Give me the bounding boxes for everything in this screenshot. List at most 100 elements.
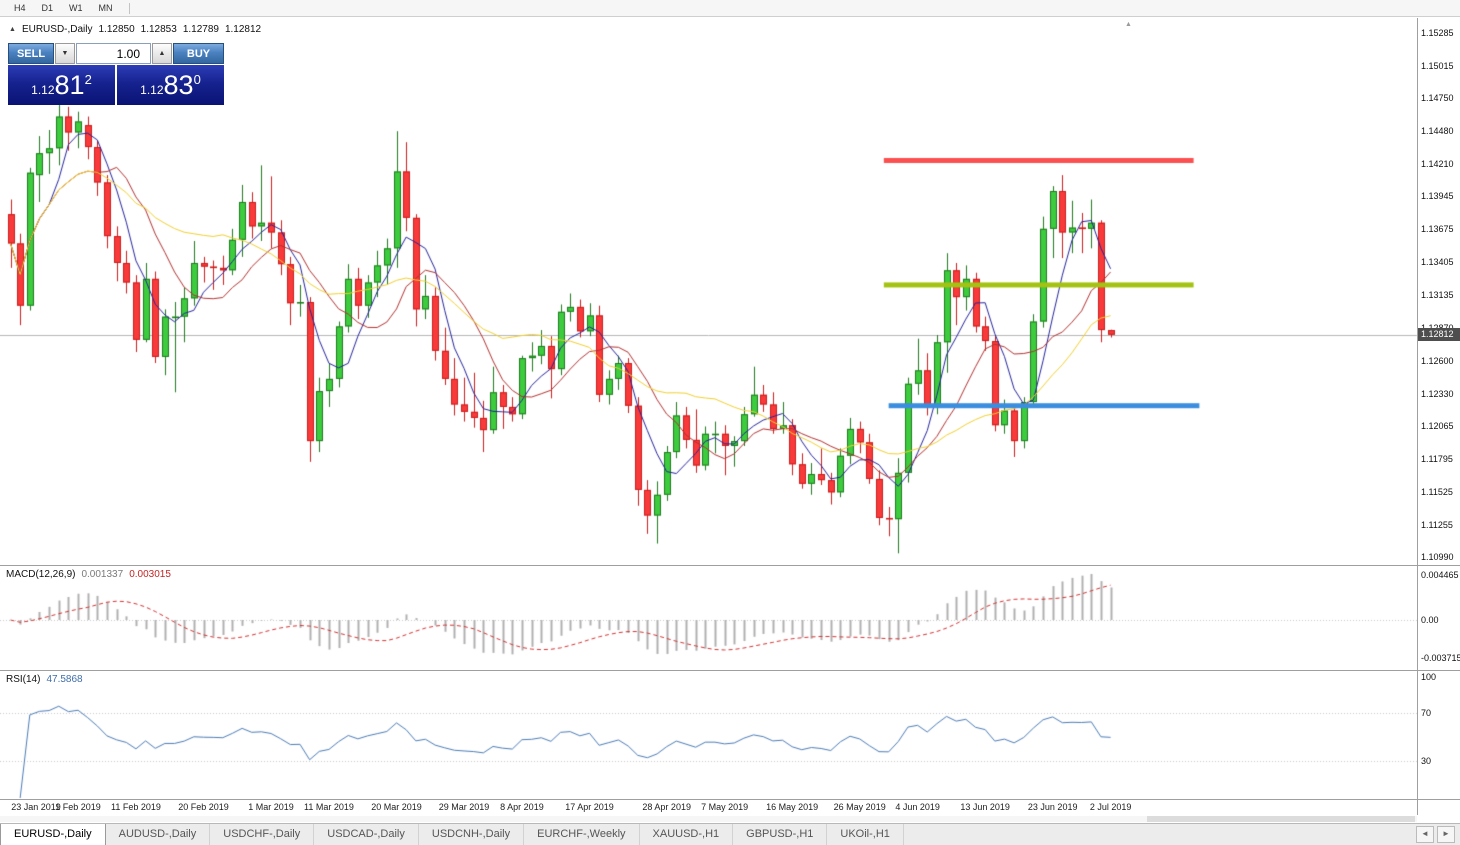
price-axis-label: 1.11795 (1421, 453, 1453, 464)
symbol-label: EURUSD-,Daily (21, 24, 93, 35)
bottom-tab[interactable]: XAUUSD-,H1 (640, 824, 734, 845)
price-axis-border (1417, 18, 1418, 815)
price-axis-label: 1.14480 (1421, 126, 1454, 137)
date-tick-label: 8 Apr 2019 (500, 802, 544, 812)
tab-scroll-right-button[interactable]: ► (1437, 826, 1455, 843)
bottom-tab[interactable]: EURUSD-,Daily (0, 824, 106, 845)
timeframe-toolbar: H4 D1 W1 MN (0, 0, 1460, 17)
toolbar-separator (128, 2, 130, 14)
price-axis-label: 1.13675 (1421, 224, 1454, 235)
price-axis-label: 1.13135 (1421, 290, 1454, 301)
ohlc-close: 1.12812 (224, 24, 262, 35)
chart-tabs: EURUSD-,Daily AUDUSD-,Daily USDCHF-,Daily U… (0, 824, 904, 845)
sell-button[interactable]: SELL (8, 43, 54, 64)
rsi-pane-label: RSI(14) 47.5868 (6, 674, 83, 685)
chart-tabs-bar: EURUSD-,Daily AUDUSD-,Daily USDCHF-,Daily U… (0, 823, 1460, 845)
sell-price-point: 2 (84, 71, 92, 87)
volume-input[interactable] (76, 43, 151, 64)
bottom-tab[interactable]: EURCHF-,Weekly (524, 824, 640, 845)
timeframe-button-w1[interactable]: W1 (69, 3, 83, 13)
one-click-trading-widget: SELL ▼ ▲ BUY 1.12 81 2 1.12 83 0 (8, 43, 224, 105)
horizontal-scrollbar-thumb[interactable] (1147, 816, 1415, 822)
macd-axis-label: 0.00 (1421, 615, 1439, 625)
price-axis-label: 1.14210 (1421, 159, 1454, 170)
rsi-axis-label: 30 (1421, 756, 1432, 766)
date-tick-label: 20 Feb 2019 (178, 802, 229, 812)
rsi-axis-label: 100 (1421, 672, 1437, 682)
price-axis-label: 1.13945 (1421, 191, 1454, 202)
date-tick-label: 13 Jun 2019 (960, 802, 1010, 812)
price-axis-label: 1.10990 (1421, 552, 1454, 562)
date-tick-label: 11 Mar 2019 (304, 802, 354, 812)
price-axis[interactable]: 1.15285 1.15015 1.14750 1.14480 1.14210 1.139… (1418, 18, 1460, 799)
macd-value-main: 0.001337 (81, 569, 124, 580)
price-axis-label: 1.14750 (1421, 93, 1454, 104)
chart-header: ▲ EURUSD-,Daily 1.12850 1.12853 1.12789 … (9, 24, 261, 35)
volume-increment-button[interactable]: ▲ (152, 43, 172, 64)
date-axis[interactable]: 23 Jan 2019 1 Feb 2019 11 Feb 2019 20 Feb 2… (0, 800, 1417, 815)
bottom-tab[interactable]: AUDUSD-,Daily (106, 824, 211, 845)
date-tick-label: 11 Feb 2019 (111, 802, 161, 812)
price-axis-label: 1.12600 (1421, 355, 1454, 366)
price-axis-label: 1.15015 (1421, 60, 1454, 71)
bid-price-tag: 1.12812 (1418, 327, 1460, 341)
date-tick-label: 23 Jan 2019 (11, 802, 61, 812)
date-tick-label: 28 Apr 2019 (642, 802, 691, 812)
date-tick-label: 29 Mar 2019 (438, 802, 490, 812)
chart-shift-marker-icon: ▲ (1125, 21, 1132, 28)
bottom-tab[interactable]: USDCAD-,Daily (314, 824, 419, 845)
price-axis-label: 1.11525 (1421, 486, 1453, 497)
pane-separator-rsi[interactable] (0, 670, 1460, 671)
bottom-tab[interactable]: USDCHF-,Daily (210, 824, 315, 845)
sell-price-prefix: 1.12 (31, 82, 55, 97)
timeframe-button-mn[interactable]: MN (98, 3, 113, 13)
buy-price-pips: 83 (163, 69, 194, 100)
date-axis-border (0, 799, 1460, 800)
date-tick-label: 26 May 2019 (833, 802, 886, 812)
macd-axis-label: -0.003715 (1421, 653, 1460, 663)
date-tick-label: 4 Jun 2019 (895, 802, 940, 812)
date-tick-label: 20 Mar 2019 (371, 802, 422, 812)
pane-separator-macd[interactable] (0, 565, 1460, 566)
sell-price-display: 1.12 81 2 (8, 65, 115, 105)
rsi-axis-label: 70 (1421, 708, 1432, 718)
tab-scroll-left-button[interactable]: ◄ (1416, 826, 1434, 843)
date-tick-label: 2 Jul 2019 (1089, 802, 1132, 812)
macd-axis-label: 0.004465 (1421, 570, 1459, 580)
date-tick-label: 1 Feb 2019 (55, 802, 101, 812)
timeframe-button-h4[interactable]: H4 (14, 3, 26, 13)
bottom-tab[interactable]: GBPUSD-,H1 (733, 824, 828, 845)
ohlc-high: 1.12853 (140, 24, 177, 35)
bottom-tab[interactable]: UKOil-,H1 (827, 824, 904, 845)
sell-price-pips: 81 (54, 69, 85, 100)
date-tick-label: 16 May 2019 (766, 802, 819, 812)
date-tick-label: 23 Jun 2019 (1027, 802, 1078, 812)
horizontal-scrollbar[interactable] (0, 816, 1417, 822)
buy-price-display: 1.12 83 0 (117, 65, 224, 105)
price-axis-label: 1.11255 (1421, 519, 1453, 530)
buy-button[interactable]: BUY (173, 43, 224, 64)
date-tick-label: 17 Apr 2019 (565, 802, 614, 812)
date-tick-label: 7 May 2019 (701, 802, 749, 812)
price-axis-label: 1.12870 (1421, 323, 1454, 333)
rsi-name: RSI(14) (6, 674, 41, 685)
price-axis-label: 1.13405 (1421, 257, 1454, 268)
ohlc-low: 1.12789 (182, 24, 219, 35)
rsi-value: 47.5868 (46, 674, 83, 685)
price-axis-label: 1.12065 (1421, 420, 1454, 431)
buy-price-prefix: 1.12 (140, 82, 164, 97)
date-tick-label: 1 Mar 2019 (248, 802, 294, 812)
bottom-tab[interactable]: USDCNH-,Daily (419, 824, 525, 845)
ohlc-open: 1.12850 (98, 24, 135, 35)
tab-scroll-arrows: ◄ ► (1416, 824, 1460, 845)
macd-value-signal: 0.003015 (129, 569, 171, 580)
macd-pane-label: MACD(12,26,9) 0.001337 0.003015 (6, 569, 171, 580)
price-axis-label: 1.12330 (1421, 388, 1454, 399)
volume-decrement-button[interactable]: ▼ (55, 43, 75, 64)
timeframe-button-d1[interactable]: D1 (41, 3, 54, 13)
buy-price-point: 0 (193, 71, 201, 87)
window-expand-icon: ▲ (9, 26, 16, 33)
price-axis-label: 1.15285 (1421, 28, 1454, 38)
